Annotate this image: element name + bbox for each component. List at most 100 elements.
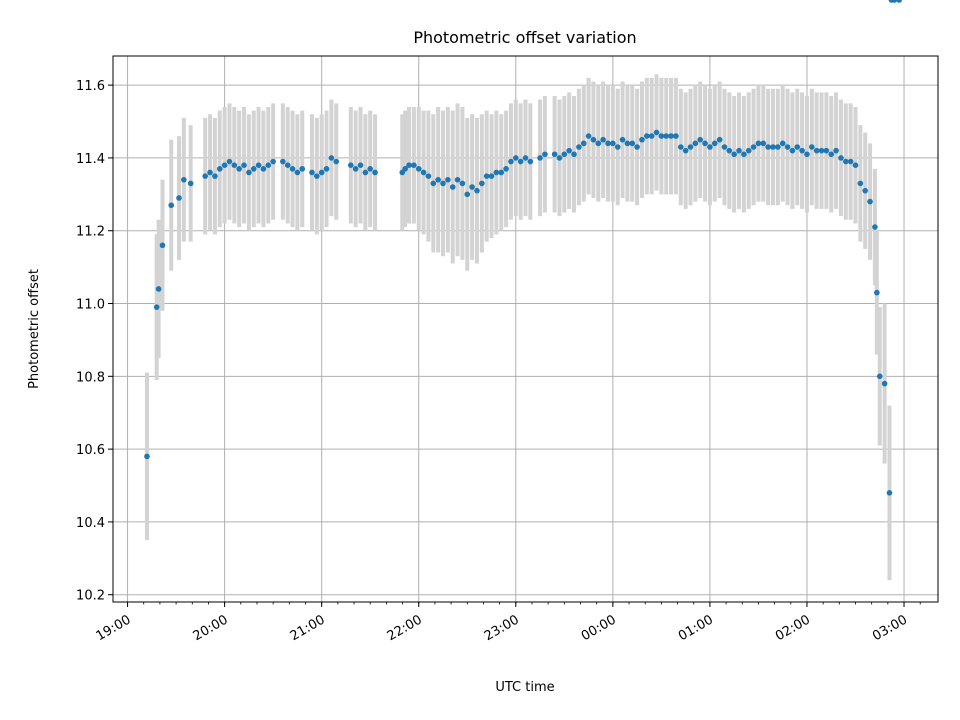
data-point: [280, 158, 286, 165]
data-point: [314, 173, 320, 179]
data-point: [367, 166, 374, 172]
data-point: [585, 133, 592, 139]
y-tick-label: 10.4: [76, 516, 105, 531]
data-point: [580, 140, 587, 147]
data-point: [874, 289, 880, 296]
data-point: [823, 147, 830, 154]
data-point: [721, 144, 728, 150]
data-point: [542, 151, 548, 158]
data-point: [155, 286, 162, 292]
x-tick-label: 01:00: [676, 612, 716, 644]
x-axis-label: UTC time: [495, 680, 554, 695]
data-point: [255, 162, 262, 168]
data-point: [181, 176, 187, 183]
data-point: [430, 180, 437, 187]
data-point: [309, 169, 315, 176]
data-point: [624, 140, 631, 147]
data-point: [352, 166, 359, 172]
x-tick-label: 19:00: [94, 612, 134, 644]
data-point: [896, 0, 902, 3]
data-point: [508, 158, 514, 165]
y-tick-label: 11.2: [76, 225, 105, 240]
data-point: [619, 136, 626, 143]
data-point: [176, 195, 182, 201]
data-point: [168, 202, 175, 209]
x-tick-label: 21:00: [288, 612, 328, 644]
data-point: [571, 151, 577, 158]
data-point: [420, 169, 427, 176]
x-tick-label: 00:00: [579, 612, 619, 644]
data-point: [260, 166, 267, 172]
data-point: [445, 176, 451, 183]
data-point: [760, 140, 767, 147]
y-tick-label: 11.4: [76, 152, 105, 167]
data-point: [682, 147, 689, 154]
data-point: [231, 162, 238, 168]
data-point: [517, 158, 524, 165]
data-point: [236, 166, 242, 172]
data-point: [653, 129, 660, 136]
data-point: [668, 133, 674, 139]
y-tick-label: 11.6: [76, 79, 105, 94]
y-axis-label: Photometric offset: [27, 269, 42, 389]
data-point: [818, 147, 825, 154]
data-point: [852, 162, 859, 168]
data-point: [697, 136, 704, 143]
data-point: [576, 144, 582, 150]
data-point: [692, 140, 699, 147]
data-point: [221, 162, 228, 168]
data-point: [590, 136, 597, 143]
data-point: [318, 169, 325, 176]
data-point: [687, 144, 694, 150]
data-point: [702, 140, 708, 147]
data-point: [187, 180, 194, 187]
data-point: [469, 184, 475, 190]
data-point: [323, 166, 330, 172]
data-point: [459, 180, 466, 187]
data-point: [241, 162, 247, 168]
data-point: [842, 158, 849, 165]
data-point: [886, 490, 893, 496]
data-point: [483, 173, 490, 179]
data-point: [226, 158, 233, 165]
data-point: [750, 144, 757, 150]
data-point: [415, 166, 422, 172]
data-point: [454, 176, 461, 183]
data-point: [488, 173, 495, 179]
data-point: [357, 162, 364, 168]
data-point: [629, 140, 636, 147]
data-point: [614, 144, 621, 150]
data-point: [731, 151, 737, 158]
data-point: [644, 133, 650, 139]
data-point: [794, 144, 801, 150]
data-point: [838, 155, 844, 161]
y-axis: 10.2 10.4 10.6 10.8 11.0 11.2 11.4 11.6: [76, 79, 113, 604]
data-point: [881, 380, 888, 387]
data-point: [891, 0, 898, 3]
data-point: [246, 169, 252, 176]
data-point: [250, 166, 257, 172]
data-point: [216, 166, 223, 172]
data-point: [406, 162, 412, 168]
data-point: [202, 173, 209, 179]
data-point: [770, 144, 776, 150]
data-point: [207, 169, 213, 176]
data-point: [804, 151, 810, 158]
data-point: [799, 147, 805, 154]
data-point: [789, 147, 796, 154]
data-point: [741, 151, 747, 158]
data-point: [265, 162, 272, 168]
y-tick-label: 11.0: [76, 298, 105, 313]
data-point: [153, 304, 160, 310]
data-point: [299, 166, 306, 172]
data-point: [857, 180, 864, 187]
data-point: [289, 166, 296, 172]
data-point: [847, 158, 854, 165]
data-point: [294, 169, 301, 176]
x-tick-label: 22:00: [385, 612, 425, 644]
data-point: [333, 158, 340, 165]
data-point: [464, 191, 471, 198]
y-tick-label: 10.6: [76, 443, 105, 458]
data-point: [270, 158, 276, 165]
